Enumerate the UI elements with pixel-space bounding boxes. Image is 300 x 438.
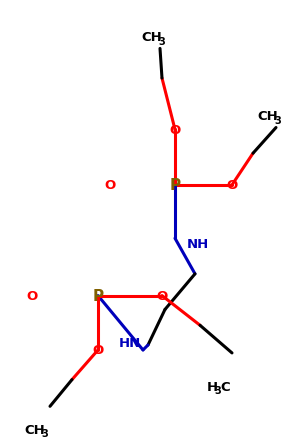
Text: P: P (169, 178, 181, 193)
Text: 3: 3 (214, 385, 221, 396)
Text: O: O (156, 290, 168, 302)
Text: O: O (104, 179, 116, 192)
Text: CH: CH (142, 31, 162, 44)
Text: 3: 3 (274, 115, 281, 125)
Text: H: H (206, 380, 218, 393)
Text: 3: 3 (42, 428, 48, 438)
Text: CH: CH (25, 423, 45, 435)
Text: CH: CH (258, 110, 278, 123)
Text: P: P (92, 289, 104, 304)
Text: NH: NH (187, 237, 209, 250)
Text: O: O (226, 179, 238, 192)
Text: O: O (169, 124, 181, 137)
Text: C: C (220, 380, 230, 393)
Text: O: O (92, 344, 104, 357)
Text: O: O (26, 290, 38, 302)
Text: 3: 3 (159, 36, 165, 46)
Text: HN: HN (119, 336, 141, 349)
